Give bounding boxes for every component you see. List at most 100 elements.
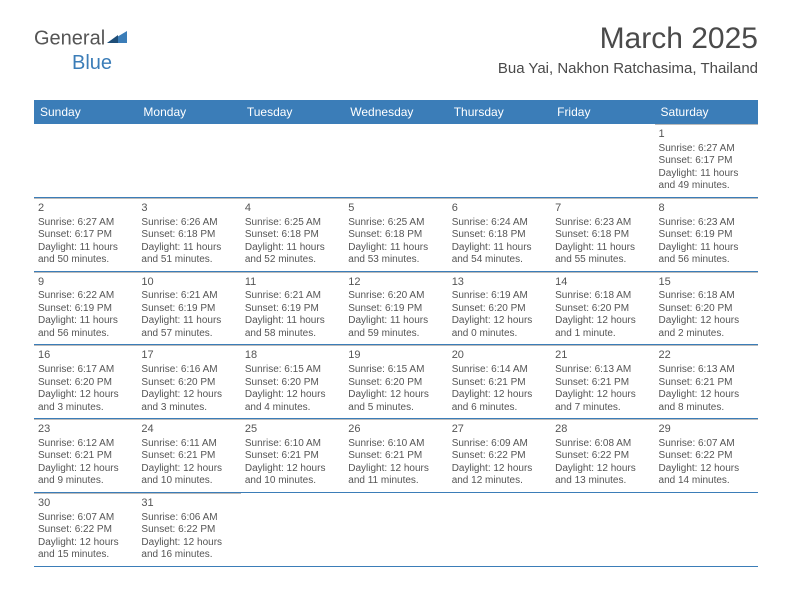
day-cell-empty bbox=[137, 124, 240, 197]
day-number: 28 bbox=[555, 423, 650, 437]
day-number: 27 bbox=[452, 423, 547, 437]
daylight-line: Daylight: 11 hours and 49 minutes. bbox=[659, 168, 754, 193]
sunset-line: Sunset: 6:18 PM bbox=[452, 229, 547, 242]
day-cell: 23Sunrise: 6:12 AMSunset: 6:21 PMDayligh… bbox=[34, 419, 137, 492]
sunrise-line: Sunrise: 6:26 AM bbox=[141, 217, 236, 230]
weekday-header: Thursday bbox=[448, 100, 551, 124]
day-number: 17 bbox=[141, 349, 236, 363]
day-cell: 22Sunrise: 6:13 AMSunset: 6:21 PMDayligh… bbox=[655, 345, 758, 418]
day-number: 20 bbox=[452, 349, 547, 363]
sunset-line: Sunset: 6:21 PM bbox=[452, 377, 547, 390]
sunset-line: Sunset: 6:20 PM bbox=[659, 303, 754, 316]
calendar: SundayMondayTuesdayWednesdayThursdayFrid… bbox=[34, 100, 758, 567]
day-cell: 13Sunrise: 6:19 AMSunset: 6:20 PMDayligh… bbox=[448, 272, 551, 345]
day-number: 24 bbox=[141, 423, 236, 437]
day-cell: 5Sunrise: 6:25 AMSunset: 6:18 PMDaylight… bbox=[344, 198, 447, 271]
sunrise-line: Sunrise: 6:08 AM bbox=[555, 438, 650, 451]
day-number: 30 bbox=[38, 497, 133, 511]
day-cell: 20Sunrise: 6:14 AMSunset: 6:21 PMDayligh… bbox=[448, 345, 551, 418]
weekday-header: Wednesday bbox=[344, 100, 447, 124]
sunrise-line: Sunrise: 6:24 AM bbox=[452, 217, 547, 230]
daylight-line: Daylight: 12 hours and 5 minutes. bbox=[348, 389, 443, 414]
daylight-line: Daylight: 12 hours and 0 minutes. bbox=[452, 315, 547, 340]
day-cell: 21Sunrise: 6:13 AMSunset: 6:21 PMDayligh… bbox=[551, 345, 654, 418]
sunset-line: Sunset: 6:17 PM bbox=[659, 155, 754, 168]
weeks-container: 1Sunrise: 6:27 AMSunset: 6:17 PMDaylight… bbox=[34, 124, 758, 567]
daylight-line: Daylight: 12 hours and 12 minutes. bbox=[452, 463, 547, 488]
sunrise-line: Sunrise: 6:11 AM bbox=[141, 438, 236, 451]
sunrise-line: Sunrise: 6:21 AM bbox=[141, 290, 236, 303]
logo: General Blue bbox=[34, 26, 127, 75]
daylight-line: Daylight: 12 hours and 2 minutes. bbox=[659, 315, 754, 340]
day-cell: 1Sunrise: 6:27 AMSunset: 6:17 PMDaylight… bbox=[655, 124, 758, 197]
weekday-header: Saturday bbox=[655, 100, 758, 124]
day-cell: 8Sunrise: 6:23 AMSunset: 6:19 PMDaylight… bbox=[655, 198, 758, 271]
day-number: 9 bbox=[38, 276, 133, 290]
week-row: 1Sunrise: 6:27 AMSunset: 6:17 PMDaylight… bbox=[34, 124, 758, 198]
daylight-line: Daylight: 11 hours and 58 minutes. bbox=[245, 315, 340, 340]
day-number: 1 bbox=[659, 128, 754, 142]
daylight-line: Daylight: 12 hours and 10 minutes. bbox=[141, 463, 236, 488]
day-number: 29 bbox=[659, 423, 754, 437]
day-cell-empty bbox=[34, 124, 137, 197]
daylight-line: Daylight: 11 hours and 54 minutes. bbox=[452, 242, 547, 267]
weekday-header: Monday bbox=[137, 100, 240, 124]
sunrise-line: Sunrise: 6:15 AM bbox=[245, 364, 340, 377]
day-cell: 9Sunrise: 6:22 AMSunset: 6:19 PMDaylight… bbox=[34, 272, 137, 345]
day-number: 2 bbox=[38, 202, 133, 216]
daylight-line: Daylight: 12 hours and 7 minutes. bbox=[555, 389, 650, 414]
sunrise-line: Sunrise: 6:09 AM bbox=[452, 438, 547, 451]
daylight-line: Daylight: 11 hours and 52 minutes. bbox=[245, 242, 340, 267]
day-cell: 30Sunrise: 6:07 AMSunset: 6:22 PMDayligh… bbox=[34, 493, 137, 566]
sunset-line: Sunset: 6:21 PM bbox=[141, 450, 236, 463]
daylight-line: Daylight: 12 hours and 9 minutes. bbox=[38, 463, 133, 488]
sunrise-line: Sunrise: 6:07 AM bbox=[38, 512, 133, 525]
sunrise-line: Sunrise: 6:10 AM bbox=[245, 438, 340, 451]
sunset-line: Sunset: 6:21 PM bbox=[245, 450, 340, 463]
day-number: 11 bbox=[245, 276, 340, 290]
sunset-line: Sunset: 6:20 PM bbox=[452, 303, 547, 316]
sunset-line: Sunset: 6:19 PM bbox=[141, 303, 236, 316]
daylight-line: Daylight: 11 hours and 56 minutes. bbox=[659, 242, 754, 267]
day-cell: 29Sunrise: 6:07 AMSunset: 6:22 PMDayligh… bbox=[655, 419, 758, 492]
sunset-line: Sunset: 6:21 PM bbox=[348, 450, 443, 463]
sunset-line: Sunset: 6:22 PM bbox=[555, 450, 650, 463]
day-number: 12 bbox=[348, 276, 443, 290]
day-number: 31 bbox=[141, 497, 236, 511]
weekday-header: Tuesday bbox=[241, 100, 344, 124]
daylight-line: Daylight: 11 hours and 57 minutes. bbox=[141, 315, 236, 340]
day-number: 26 bbox=[348, 423, 443, 437]
sunset-line: Sunset: 6:20 PM bbox=[348, 377, 443, 390]
day-number: 18 bbox=[245, 349, 340, 363]
daylight-line: Daylight: 11 hours and 55 minutes. bbox=[555, 242, 650, 267]
day-cell-empty bbox=[448, 493, 551, 566]
sunset-line: Sunset: 6:22 PM bbox=[141, 524, 236, 537]
daylight-line: Daylight: 11 hours and 53 minutes. bbox=[348, 242, 443, 267]
sunrise-line: Sunrise: 6:22 AM bbox=[38, 290, 133, 303]
sunrise-line: Sunrise: 6:17 AM bbox=[38, 364, 133, 377]
day-cell: 3Sunrise: 6:26 AMSunset: 6:18 PMDaylight… bbox=[137, 198, 240, 271]
sunrise-line: Sunrise: 6:23 AM bbox=[659, 217, 754, 230]
week-row: 2Sunrise: 6:27 AMSunset: 6:17 PMDaylight… bbox=[34, 198, 758, 272]
sunrise-line: Sunrise: 6:18 AM bbox=[659, 290, 754, 303]
day-number: 15 bbox=[659, 276, 754, 290]
day-number: 19 bbox=[348, 349, 443, 363]
day-cell: 11Sunrise: 6:21 AMSunset: 6:19 PMDayligh… bbox=[241, 272, 344, 345]
sunrise-line: Sunrise: 6:15 AM bbox=[348, 364, 443, 377]
day-number: 16 bbox=[38, 349, 133, 363]
sunrise-line: Sunrise: 6:19 AM bbox=[452, 290, 547, 303]
sunset-line: Sunset: 6:18 PM bbox=[141, 229, 236, 242]
sunrise-line: Sunrise: 6:12 AM bbox=[38, 438, 133, 451]
day-cell-empty bbox=[344, 124, 447, 197]
sunset-line: Sunset: 6:21 PM bbox=[38, 450, 133, 463]
sunrise-line: Sunrise: 6:07 AM bbox=[659, 438, 754, 451]
day-cell: 25Sunrise: 6:10 AMSunset: 6:21 PMDayligh… bbox=[241, 419, 344, 492]
day-cell: 12Sunrise: 6:20 AMSunset: 6:19 PMDayligh… bbox=[344, 272, 447, 345]
day-number: 3 bbox=[141, 202, 236, 216]
day-cell: 15Sunrise: 6:18 AMSunset: 6:20 PMDayligh… bbox=[655, 272, 758, 345]
daylight-line: Daylight: 11 hours and 51 minutes. bbox=[141, 242, 236, 267]
sunrise-line: Sunrise: 6:27 AM bbox=[659, 143, 754, 156]
sunrise-line: Sunrise: 6:18 AM bbox=[555, 290, 650, 303]
day-cell: 6Sunrise: 6:24 AMSunset: 6:18 PMDaylight… bbox=[448, 198, 551, 271]
day-cell: 17Sunrise: 6:16 AMSunset: 6:20 PMDayligh… bbox=[137, 345, 240, 418]
